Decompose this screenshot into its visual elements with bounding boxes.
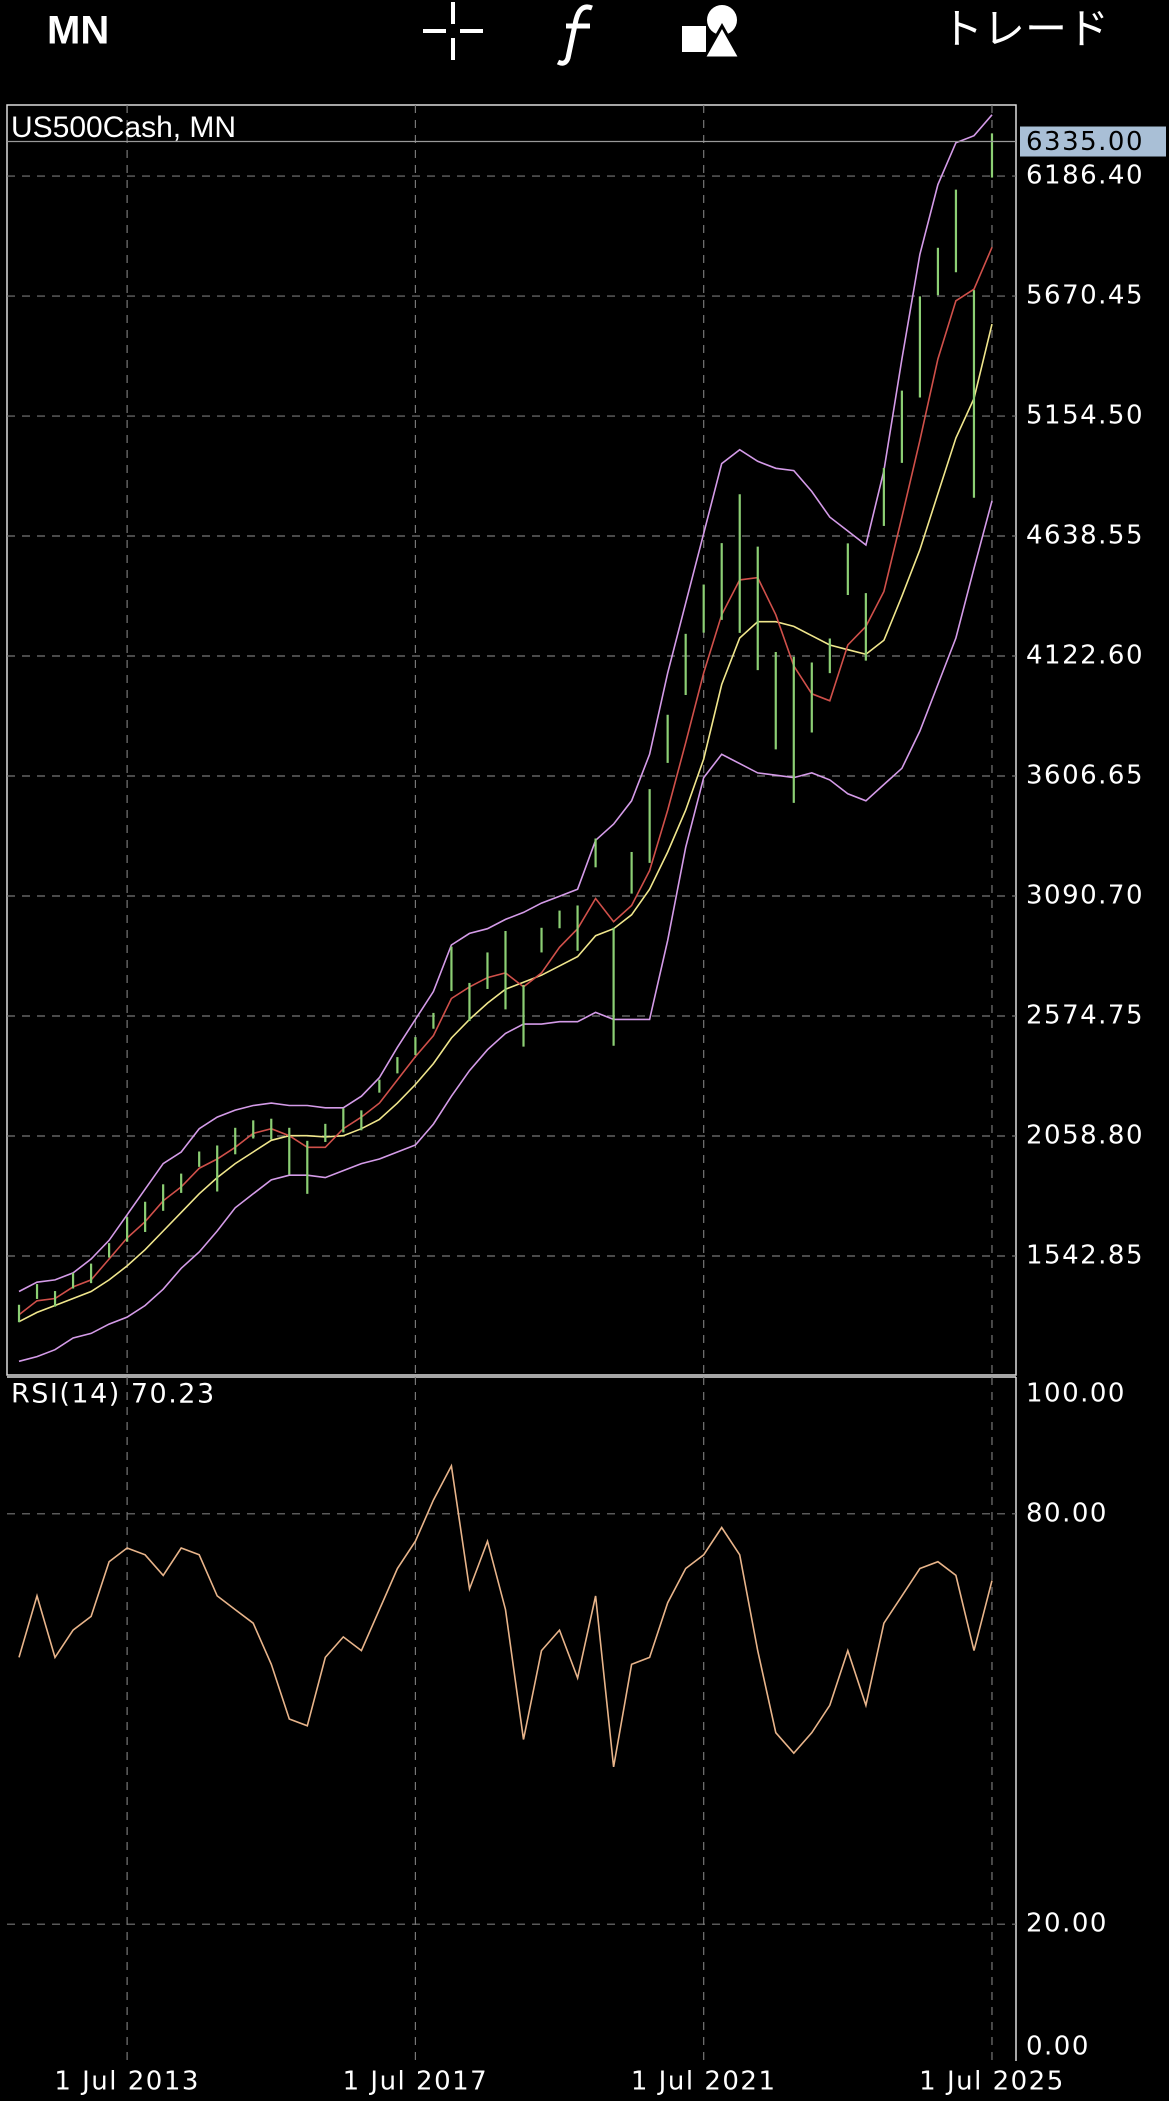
y-tick-label: 4122.60 [1026, 641, 1144, 671]
rsi-title: RSI(14) 70.23 [11, 1379, 216, 1410]
y-tick-label: 1542.85 [1026, 1240, 1144, 1270]
crosshair-icon[interactable] [423, 2, 483, 60]
rsi-line [18, 1463, 993, 1768]
timeframe-button[interactable]: MN [47, 9, 109, 53]
y-tick-label: 5154.50 [1026, 401, 1144, 431]
indicator-line [18, 500, 993, 1363]
y-tick-label: 80.00 [1026, 1498, 1108, 1528]
current-price-label: 6335.00 [1026, 127, 1144, 157]
plots: 1 Jul 2013 1 Jul 2017 1 Jul 2021 1 Jul 2025… [7, 105, 1166, 2097]
x-tick-label: 1 Jul 2025 [919, 2067, 1065, 2097]
objects-icon[interactable] [682, 5, 743, 60]
current-price-box [1020, 126, 1166, 157]
indicator-icon[interactable] [556, 4, 593, 66]
y-tick-label: 20.00 [1026, 1909, 1108, 1939]
y-tick-label: 6186.40 [1026, 161, 1144, 191]
y-tick-label: 3606.65 [1026, 761, 1144, 791]
y-tick-label: 5670.45 [1026, 281, 1144, 311]
chart-title: US500Cash, MN [11, 111, 236, 144]
indicator-line [18, 114, 993, 1293]
x-tick-label: 1 Jul 2017 [343, 2067, 489, 2097]
y-tick-label: 4638.55 [1026, 521, 1144, 551]
x-tick-label: 1 Jul 2021 [631, 2067, 777, 2097]
price-pane [6, 104, 1017, 1376]
y-tick-label: 2574.75 [1026, 1000, 1144, 1030]
indicator-line [18, 246, 993, 1316]
trade-button[interactable]: トレード [941, 5, 1109, 54]
indicator-line [18, 323, 993, 1323]
y-tick-label: 3090.70 [1026, 881, 1144, 911]
x-tick-label: 1 Jul 2013 [54, 2067, 200, 2097]
y-tick-label: 100.00 [1026, 1379, 1126, 1409]
y-tick-label: 2058.80 [1026, 1120, 1144, 1150]
y-tick-label: 0.00 [1026, 2032, 1090, 2062]
